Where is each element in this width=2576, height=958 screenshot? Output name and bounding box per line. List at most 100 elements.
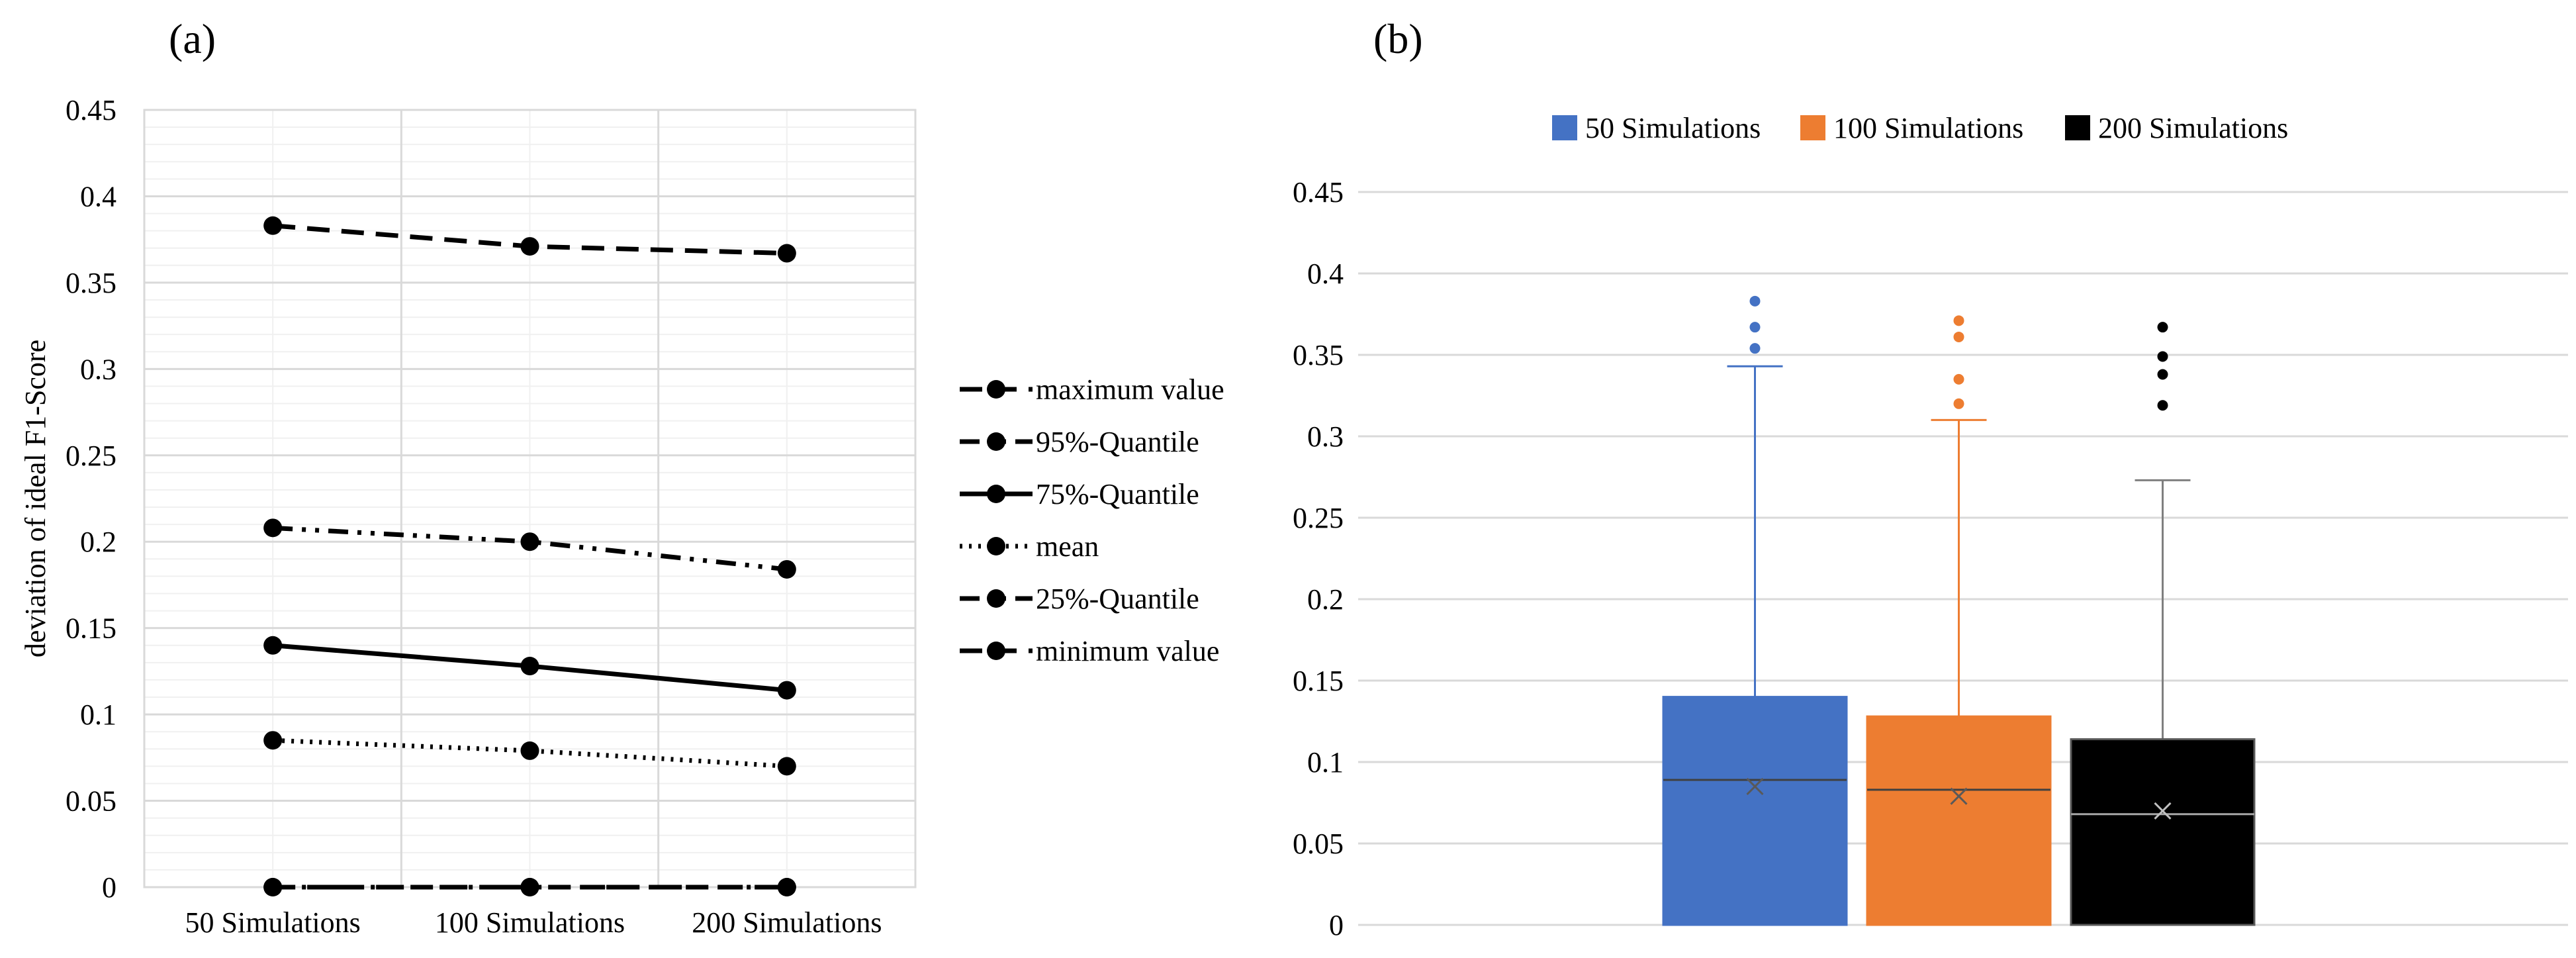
panel-b-y-tick-label: 0.45 (1293, 176, 1344, 209)
panel-b-y-tick-label: 0.3 (1307, 420, 1344, 453)
panel-a-data-point (263, 636, 283, 655)
panel-b-mean-marker (1746, 777, 1764, 795)
panel-a-legend-label: minimum value (1036, 635, 1219, 667)
panel-b-y-tick-label: 0.2 (1307, 583, 1344, 616)
panel-a-y-tick-label: 0 (102, 871, 116, 904)
panel-a-x-tick-labels: 50 Simulations 100 Simulations 200 Simulat… (185, 906, 882, 939)
panel-b-outlier-point (1749, 322, 1761, 333)
panel-b-outlier-point (1749, 343, 1761, 354)
panel-a-y-tick-label: 0.1 (80, 698, 116, 731)
panel-a-data-point (777, 878, 796, 896)
panel-a-series-group (263, 518, 796, 579)
panel-b-y-tick-label: 0.05 (1293, 828, 1344, 860)
panel-b-y-tick-label: 0.25 (1293, 502, 1344, 534)
panel-b-y-tick-label: 0.35 (1293, 339, 1344, 371)
panel-a-data-point (263, 878, 283, 896)
panel-a-legend-label: 95%-Quantile (1036, 426, 1199, 458)
panel-a-data-point (520, 237, 539, 256)
panel-a-legend-label: maximum value (1036, 373, 1224, 406)
panel-a-y-tick-label: 0.45 (66, 94, 116, 126)
panel-a-y-tick-label: 0.4 (80, 180, 116, 213)
panel-a-series-group (263, 878, 796, 896)
panel-a-legend-marker (987, 642, 1005, 660)
panel-a-x-tick-label: 100 Simulations (435, 906, 625, 939)
panel-b-box-group (2070, 322, 2256, 926)
panel-a-legend-marker (987, 380, 1005, 399)
panel-b-outlier-point (1749, 295, 1761, 307)
panel-a-data-point (777, 559, 796, 579)
panel-a-legend-item: 75%-Quantile (960, 478, 1199, 510)
panel-a-legend: maximum value 95%-Quantile 75%-Quantile mea… (960, 373, 1224, 667)
panel-a-data-point (520, 878, 539, 896)
panel-a-label: (a) (169, 15, 216, 62)
panel-a-data-point (777, 757, 796, 776)
panel-b-y-tick-label: 0.15 (1293, 665, 1344, 697)
panel-b-outlier-point (1953, 373, 1964, 385)
panel-a-legend-label: mean (1036, 530, 1099, 563)
panel-a-data-point (520, 657, 539, 676)
panel-a-y-tick-label: 0.2 (80, 526, 116, 558)
panel-b-mean-marker (1950, 787, 1968, 805)
panel-b-outlier-point (1953, 398, 1964, 409)
panel-b-boxes (1662, 295, 2256, 926)
panel-b-y-tick-label: 0.4 (1307, 258, 1344, 290)
panel-b-legend-label: 100 Simulations (1833, 112, 2023, 144)
panel-b-box-chart: (b) 0 0.05 0.1 0.15 0.2 0.25 0.3 0.35 0.4 0.45 50… (1293, 15, 2568, 941)
panel-a-series-group (263, 731, 796, 776)
panel-b-outlier-point (2157, 351, 2168, 362)
panel-a-data-point (263, 216, 283, 235)
panel-b-outlier-point (1953, 331, 1964, 342)
panel-b-outlier-point (2157, 322, 2168, 333)
panel-b-legend-swatch (1800, 115, 1825, 140)
panel-a-legend-item: 25%-Quantile (960, 583, 1199, 615)
panel-a-y-tick-label: 0.15 (66, 612, 116, 645)
panel-b-box (1662, 696, 1848, 926)
panel-b-label: (b) (1373, 15, 1423, 62)
panel-b-outlier-point (2157, 369, 2168, 380)
panel-b-box (1866, 715, 2052, 926)
panel-b-outlier-point (1953, 315, 1964, 326)
panel-a-series-group (263, 216, 796, 263)
panel-a-data-point (777, 244, 796, 263)
panel-a-legend-item: minimum value (960, 635, 1219, 667)
panel-b-legend-label: 200 Simulations (2098, 112, 2288, 144)
panel-b-legend-swatch (2065, 115, 2090, 140)
panel-b-box (2070, 738, 2256, 926)
panel-a-legend-item: 95%-Quantile (960, 426, 1199, 458)
panel-a-y-axis-label: deviation of ideal F1-Score (19, 340, 52, 657)
panel-b-legend-item: 50 Simulations (1552, 112, 1761, 144)
panel-a-minor-grid (144, 109, 915, 888)
panel-a-legend-marker (987, 537, 1005, 555)
panel-b-legend-swatch (1552, 115, 1577, 140)
panel-a-series (263, 216, 796, 896)
panel-b-legend-item: 200 Simulations (2065, 112, 2288, 144)
panel-b-y-tick-label: 0 (1329, 909, 1344, 941)
panel-a-data-point (520, 741, 539, 760)
panel-a-legend-label: 25%-Quantile (1036, 583, 1199, 615)
panel-a-y-tick-label: 0.35 (66, 267, 116, 299)
panel-b-y-tick-labels: 0 0.05 0.1 0.15 0.2 0.25 0.3 0.35 0.4 0.45 (1293, 176, 1344, 941)
panel-a-legend-label: 75%-Quantile (1036, 478, 1199, 510)
panel-b-mean-marker (2154, 802, 2172, 820)
panel-a-legend-marker (987, 432, 1005, 451)
panel-b-legend-label: 50 Simulations (1585, 112, 1761, 144)
panel-a-data-point (263, 731, 283, 750)
panel-b-y-tick-label: 0.1 (1307, 746, 1344, 779)
panel-a-data-point (263, 518, 283, 538)
panel-a-x-tick-label: 50 Simulations (185, 906, 361, 939)
panel-a-data-point (520, 532, 539, 551)
panel-b-legend: 50 Simulations 100 Simulations 200 Simulat… (1552, 112, 2288, 144)
panel-a-series-line (273, 738, 788, 769)
panel-a-legend-marker (987, 485, 1005, 503)
panel-a-y-tick-labels: 0 0.05 0.1 0.15 0.2 0.25 0.3 0.35 0.4 0.45 (66, 94, 116, 904)
panel-b-legend-item: 100 Simulations (1800, 112, 2023, 144)
panel-b-box-group (1662, 295, 1848, 926)
panel-b-outlier-point (2157, 400, 2168, 411)
panel-a-y-tick-label: 0.25 (66, 440, 116, 472)
panel-a-x-tick-label: 200 Simulations (692, 906, 882, 939)
panel-a-y-tick-label: 0.05 (66, 785, 116, 818)
panel-a-legend-item: mean (960, 530, 1099, 563)
panel-a-series-group (263, 636, 796, 700)
panel-a-y-tick-label: 0.3 (80, 353, 116, 385)
